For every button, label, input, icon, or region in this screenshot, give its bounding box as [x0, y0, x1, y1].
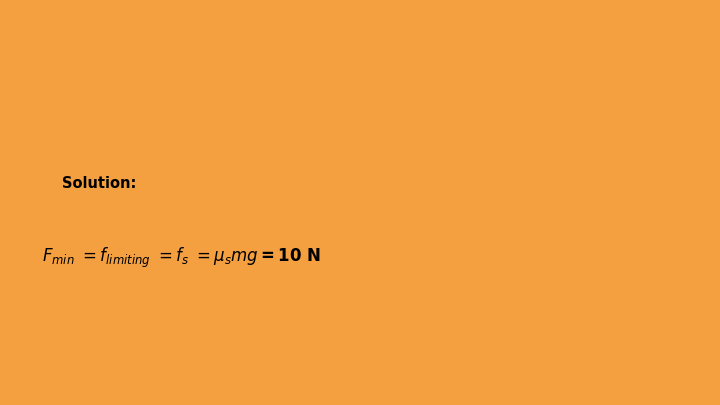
Text: 3) 20 N: 3) 20 N	[320, 121, 378, 135]
Text: 1) 8 N: 1) 8 N	[50, 121, 99, 135]
Text: body is: body is	[18, 83, 98, 96]
FancyBboxPatch shape	[12, 10, 572, 45]
Text: 10 N: 10 N	[188, 121, 225, 135]
Text: Solution:: Solution:	[63, 177, 137, 192]
Text: 4) 2.5 N: 4) 2.5 N	[500, 121, 563, 135]
Text: 31. In the above  problem,   the minimum   force  required   to slide the: 31. In the above problem, the minimum fo…	[18, 62, 547, 75]
Text: ✔: ✔	[162, 116, 181, 136]
Text: LAWS OF MOTION: LAWS OF MOTION	[20, 19, 199, 36]
Text: $\mathit{F}_{min}$ $= \mathit{f}_{limiting}$ $= \mathit{f}_s$ $= \mu_s\mathit{mg: $\mathit{F}_{min}$ $= \mathit{f}_{limiti…	[42, 246, 320, 270]
